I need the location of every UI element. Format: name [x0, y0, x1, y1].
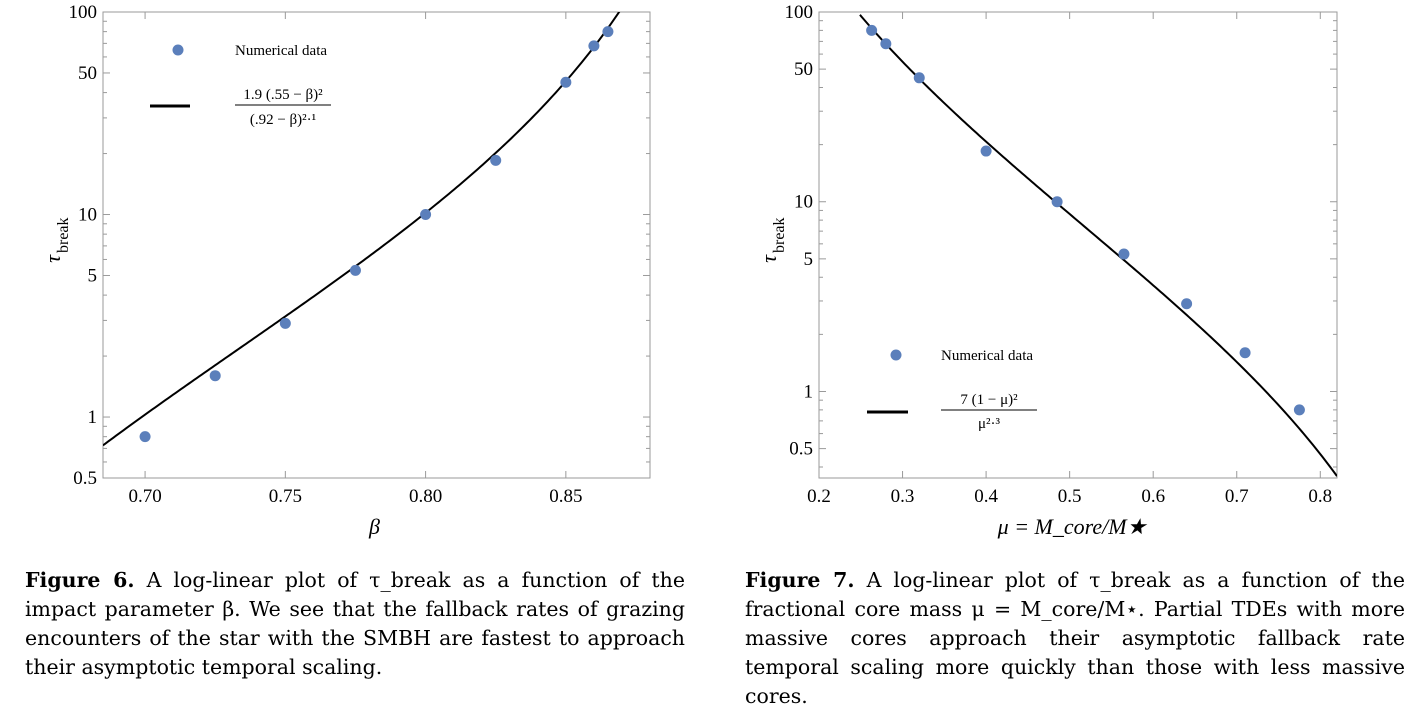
- x-tick-label: 0.3: [891, 486, 915, 507]
- figure-7-caption: Figure 7. A log-linear plot of τ_break a…: [745, 566, 1405, 711]
- fit-curve: [103, 12, 621, 447]
- legend-fit-numerator: 1.9 (.55 − β)²: [243, 87, 323, 103]
- plot-frame: [818, 11, 1338, 479]
- x-tick-label: 0.7: [1225, 486, 1249, 507]
- figure-6-caption: Figure 6. A log-linear plot of τ_break a…: [25, 566, 685, 682]
- x-axis-title: μ = M_core/M★: [997, 514, 1148, 539]
- plot-frame: [102, 11, 651, 479]
- legend-label-points: Numerical data: [941, 348, 1033, 364]
- data-point: [602, 26, 614, 38]
- y-tick-label: 1: [804, 381, 814, 402]
- data-point: [588, 40, 600, 52]
- data-point: [139, 431, 151, 443]
- x-axis-title: β: [368, 514, 380, 539]
- x-tick-label: 0.85: [549, 486, 582, 507]
- caption-label: Figure 7.: [745, 568, 855, 592]
- y-tick-label: 50: [78, 63, 97, 84]
- data-point: [1293, 404, 1305, 416]
- caption-text: A log-linear plot of τ_break as a functi…: [745, 568, 1405, 708]
- x-tick-label: 0.2: [807, 486, 831, 507]
- data-point: [880, 38, 892, 50]
- y-axis-title-sub: break: [771, 217, 788, 253]
- legend-label-points: Numerical data: [235, 43, 327, 59]
- y-axis-title-main: τ: [756, 254, 781, 263]
- data-point: [1118, 248, 1130, 260]
- y-tick-label: 1: [88, 407, 98, 428]
- y-tick-label: 10: [78, 205, 97, 226]
- legend-fit-denominator: μ²·³: [978, 416, 1001, 432]
- y-tick-label: 100: [69, 2, 98, 23]
- data-point: [1181, 298, 1193, 310]
- y-tick-label: 0.5: [73, 468, 97, 489]
- x-tick-label: 0.4: [974, 486, 998, 507]
- y-tick-label: 5: [88, 265, 98, 286]
- x-tick-label: 0.70: [128, 486, 161, 507]
- figure-7-chart: 0.2 0.3 0.4 0.5 0.6 0.7 0.8 0.5 1 5 10 50 100 μ = M_c…: [705, 0, 1405, 545]
- data-point: [980, 145, 992, 157]
- legend-fit-numerator: 7 (1 − μ)²: [960, 392, 1018, 408]
- data-point: [913, 72, 925, 84]
- y-axis-title-main: τ: [40, 254, 65, 263]
- figure-6-chart: 0.70 0.75 0.80 0.85 0.5 1 5 10 50 100 β τ break Numer…: [0, 0, 700, 545]
- data-point: [209, 370, 221, 382]
- data-point: [420, 209, 432, 221]
- y-tick-label: 0.5: [789, 439, 813, 460]
- data-point: [490, 154, 502, 166]
- y-tick-label: 50: [794, 59, 813, 80]
- data-point: [279, 317, 291, 329]
- data-point: [560, 76, 572, 88]
- legend-marker-points: [172, 44, 184, 56]
- x-tick-label: 0.6: [1141, 486, 1165, 507]
- fit-curve: [859, 14, 1337, 477]
- x-tick-label: 0.8: [1308, 486, 1332, 507]
- figure-7-svg: 0.2 0.3 0.4 0.5 0.6 0.7 0.8 0.5 1 5 10 50 100 μ = M_c…: [756, 2, 1338, 539]
- legend-fit-denominator: (.92 − β)²·¹: [250, 112, 316, 128]
- x-tick-label: 0.75: [269, 486, 302, 507]
- data-point: [1051, 196, 1063, 208]
- y-tick-label: 5: [804, 249, 814, 270]
- data-point: [866, 24, 878, 36]
- x-tick-label: 0.5: [1058, 486, 1082, 507]
- legend-marker-points: [890, 349, 902, 361]
- caption-text: A log-linear plot of τ_break as a functi…: [25, 568, 685, 679]
- y-tick-label: 10: [794, 192, 813, 213]
- x-tick-label: 0.80: [409, 486, 442, 507]
- data-point: [349, 264, 361, 276]
- y-tick-label: 100: [785, 2, 814, 23]
- caption-label: Figure 6.: [25, 568, 135, 592]
- data-point: [1239, 347, 1251, 359]
- y-axis-title-sub: break: [55, 217, 72, 253]
